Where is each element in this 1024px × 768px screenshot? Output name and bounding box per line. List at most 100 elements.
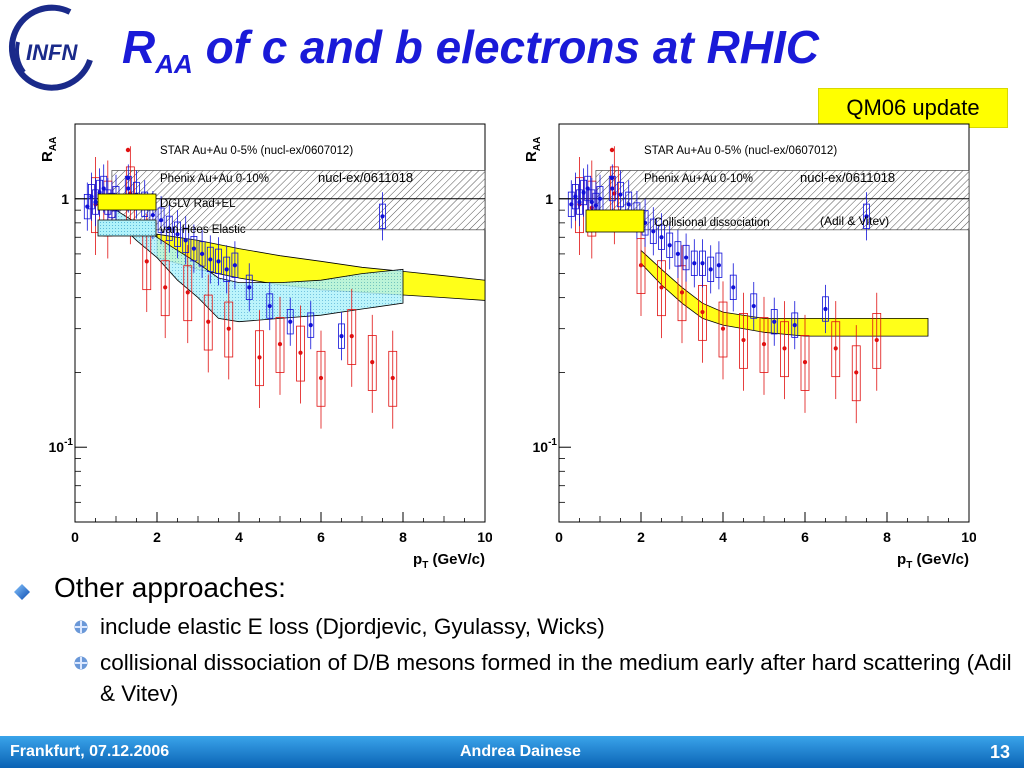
bullet-level1: Other approaches: — [14, 572, 1014, 604]
phenix-data-point — [750, 281, 758, 331]
phenix-data-point — [379, 192, 386, 241]
x-tick-label: 2 — [153, 529, 161, 545]
phenix-data-point — [198, 229, 206, 278]
phenix-data-point — [223, 245, 231, 294]
normalization-uncertainty-band — [595, 170, 970, 231]
star-data-point — [800, 314, 810, 413]
x-axis-label: pT (GeV/c) — [413, 551, 485, 570]
phenix-data-point — [206, 235, 214, 284]
phenix-data-point — [286, 297, 294, 346]
phenix-data-point — [182, 216, 190, 265]
star-data-point — [388, 330, 398, 429]
chart-right: 0 2 4 6 8 10 1 10-1 RAA pT (GeV/c) STAR Au+Au 0-5%… — [523, 123, 976, 570]
y-axis-label: RAA — [523, 137, 543, 162]
phenix-data-point — [649, 207, 657, 256]
phenix-data-point — [699, 239, 706, 288]
normalization-uncertainty-band — [111, 170, 486, 231]
legend-collisional-swatch — [585, 209, 645, 233]
bullet-text-collisional-dissociation: collisional dissociation of D/B mesons f… — [100, 650, 1012, 706]
phenix-data-point — [729, 263, 737, 312]
title-subscript: AA — [155, 49, 193, 79]
page-number: 13 — [989, 742, 1010, 762]
x-tick-label: 10 — [477, 529, 492, 545]
phenix-data-point — [682, 233, 690, 282]
y-tick-label: 1 — [545, 191, 553, 207]
star-data-point — [636, 217, 646, 316]
legend-van-hees-swatch — [97, 219, 157, 237]
footer-author: Andrea Dainese — [460, 743, 581, 760]
phenix-data-point — [190, 224, 198, 273]
title-rest: of c and b electrons at RHIC — [192, 21, 820, 73]
star-data-point — [183, 245, 193, 344]
star-data-point — [255, 310, 264, 409]
legend-phenix-label: Phenix Au+Au 0-10% — [644, 173, 753, 185]
star-data-point — [872, 292, 882, 391]
legend-phenix-label: Phenix Au+Au 0-10% — [160, 173, 269, 185]
phenix-data-point — [174, 210, 181, 259]
band-collisional-dissociation — [640, 249, 929, 337]
title-main: R — [122, 21, 156, 73]
legend-collisional-label: Collisional dissociation — [654, 217, 770, 229]
star-data-point — [677, 245, 687, 344]
x-tick-label: 8 — [883, 529, 891, 545]
legend-phenix-marker — [609, 175, 615, 181]
star-data-point — [224, 281, 234, 380]
bullet-level2: include elastic E loss (Djordjevic, Gyul… — [74, 612, 1014, 642]
phenix-data-point — [863, 192, 870, 241]
bullet-text-other-approaches: Other approaches: — [54, 572, 286, 603]
phenix-data-point — [266, 281, 274, 331]
phenix-data-point — [165, 204, 173, 253]
star-data-point — [316, 330, 326, 429]
phenix-data-point — [231, 241, 239, 290]
star-data-point — [759, 296, 769, 395]
x-tick-label: 4 — [719, 529, 727, 545]
x-tick-label: 6 — [801, 529, 809, 545]
phenix-data-point — [707, 245, 715, 294]
phenix-data-point — [245, 263, 253, 312]
footer-bar: Frankfurt, 07.12.2006 Andrea Dainese 13 — [0, 736, 1024, 768]
star-data-point — [851, 325, 861, 424]
x-tick-label: 0 — [71, 529, 79, 545]
phenix-data-point — [666, 221, 674, 270]
legend-van-hees-label: van Hees Elastic — [160, 224, 246, 236]
logo-text: INFN — [26, 40, 78, 65]
page-title: RAA of c and b electrons at RHIC — [122, 21, 820, 79]
legend-star-label: STAR Au+Au 0-5% (nucl-ex/0607012) — [644, 145, 837, 157]
x-tick-label: 0 — [555, 529, 563, 545]
chart-left: 0 2 4 6 8 10 1 10-1 RAA pT (GeV/c) STAR Au+Au 0-5%… — [39, 123, 492, 570]
phenix-data-point — [658, 213, 665, 262]
diamond-bullet-icon — [14, 584, 30, 600]
bullet-list: Other approaches: include elastic E loss… — [14, 572, 1014, 715]
phenix-data-point — [215, 237, 222, 286]
phenix-data-point — [157, 196, 165, 245]
update-badge: QM06 update — [818, 88, 1008, 128]
infn-logo: INFN — [9, 4, 93, 91]
phenix-data-point — [608, 164, 616, 213]
phenix-data-point — [791, 301, 799, 350]
phenix-data-point — [584, 164, 592, 213]
legend-dglv-swatch — [97, 193, 157, 211]
y-tick-label: 10-1 — [533, 437, 558, 455]
x-tick-label: 6 — [317, 529, 325, 545]
x-axis-label: pT (GeV/c) — [897, 551, 969, 570]
y-tick-label: 10-1 — [49, 437, 74, 455]
legend-phenix-reference: nucl-ex/0611018 — [318, 170, 413, 185]
phenix-data-point — [641, 198, 649, 247]
y-axis-label: RAA — [39, 137, 59, 162]
star-data-point — [780, 301, 789, 400]
x-tick-label: 4 — [235, 529, 243, 545]
legend-phenix-marker — [125, 175, 131, 181]
sub-bullet-icon — [74, 620, 88, 634]
phenix-data-point — [690, 239, 698, 288]
phenix-data-point — [674, 229, 682, 278]
legend-collisional-reference: (Adil & Vitev) — [820, 214, 889, 228]
footer-location-date: Frankfurt, 07.12.2006 — [10, 743, 170, 760]
sub-bullet-icon — [74, 656, 88, 670]
legend-star-marker — [609, 147, 615, 153]
phenix-data-point — [770, 297, 778, 346]
star-data-point — [296, 305, 305, 404]
phenix-data-point — [307, 301, 315, 350]
x-tick-label: 8 — [399, 529, 407, 545]
star-data-point — [367, 314, 377, 413]
legend-star-marker — [125, 147, 131, 153]
